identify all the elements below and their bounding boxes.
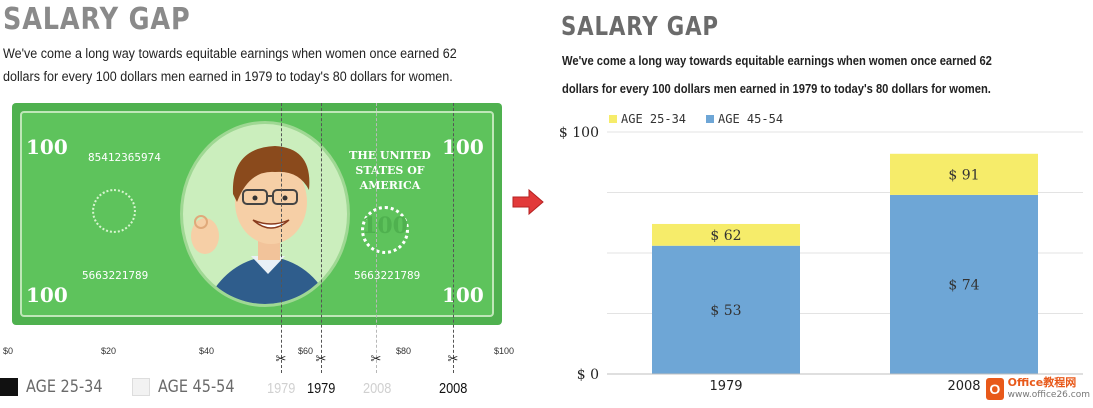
- left-axis-tick: $80: [396, 346, 412, 356]
- bar-segment-age-25-34: [890, 153, 1038, 195]
- bill-corner-number-top-left: 100: [26, 135, 68, 159]
- scissors-icon: ✂: [315, 351, 327, 366]
- watermark-url: www.office26.com: [1007, 390, 1090, 400]
- right-subtitle-line2: dollars for every 100 dollars men earned…: [562, 81, 991, 96]
- legend-label-age-25-34: AGE 25-34: [26, 377, 103, 397]
- left-subtitle: We've come a long way towards equitable …: [3, 46, 457, 84]
- bar-data-label: $ 53: [710, 303, 741, 319]
- scissor-marker-1979-first: ✂: [259, 352, 303, 366]
- legend-label-age-25-34: AGE 25-34: [621, 112, 687, 126]
- bill-serial-top: 85412365974: [88, 151, 161, 164]
- year-label-2008: 2008: [439, 380, 468, 397]
- y-tick-label: $ 100: [559, 125, 599, 141]
- right-subtitle: We've come a long way towards equitable …: [562, 47, 1009, 103]
- bill-corner-number-bottom-left: 100: [26, 283, 68, 307]
- cut-line-1979: [321, 103, 322, 373]
- bill-seal-right: [361, 206, 409, 254]
- cut-line-1979-first: [281, 103, 282, 373]
- chart-right-panel: SALARY GAP We've come a long way towards…: [547, 0, 1093, 408]
- red-arrow-icon: [512, 188, 544, 216]
- cut-line-2008-first: [376, 103, 377, 373]
- right-title: SALARY GAP: [561, 12, 719, 42]
- bill-serial-bottom-left: 5663221789: [82, 269, 149, 282]
- bar-data-label: $ 74: [948, 277, 979, 293]
- site-watermark: O Office教程网 www.office26.com: [986, 373, 1090, 405]
- bar-segment-age-45-54: [652, 245, 800, 374]
- bar-data-label: $ 91: [948, 167, 979, 183]
- cut-line-2008: [453, 103, 454, 373]
- scissor-marker-2008: ✂: [431, 352, 475, 366]
- watermark-text: Office教程网 www.office26.com: [1008, 377, 1090, 401]
- bill-seal-number: 100: [362, 213, 408, 239]
- year-label-1979-faded: 1979: [267, 380, 296, 397]
- left-dollar-axis: $0 $20 $40 $60 $80 $100: [0, 346, 515, 360]
- infographic-left-panel: SALARY GAP We've come a long way towards…: [0, 0, 515, 408]
- x-tick-label: 1979: [709, 379, 742, 394]
- left-axis-tick: $0: [3, 346, 14, 356]
- bill-portrait-cartoon-man: [180, 121, 350, 307]
- left-title: SALARY GAP: [3, 2, 191, 37]
- year-label-2008-faded: 2008: [363, 380, 392, 397]
- right-subtitle-line1: We've come a long way towards equitable …: [562, 53, 992, 68]
- left-axis-tick: $100: [494, 346, 515, 356]
- x-tick-label: 2008: [947, 379, 980, 394]
- bill-seal-left: [92, 189, 136, 233]
- watermark-name: Office教程网: [1007, 376, 1077, 389]
- year-label-1979: 1979: [307, 380, 336, 397]
- y-tick-label: $ 0: [577, 367, 599, 383]
- bar-data-label: $ 62: [710, 228, 741, 244]
- chart-legend: AGE 25-34 AGE 45-54: [609, 111, 803, 127]
- left-legend: AGE 25-34 AGE 45-54: [0, 375, 264, 399]
- bar-segment-age-45-54: [890, 194, 1038, 374]
- bill-corner-number-bottom-right: 100: [442, 283, 484, 307]
- left-axis-tick: $20: [101, 346, 117, 356]
- left-axis-tick: $40: [199, 346, 215, 356]
- legend-swatch-age-25-34: [0, 378, 18, 396]
- left-axis-tick: $60: [298, 346, 314, 356]
- dollar-bill-illustration: 100 100 100 100 85412365974 5663221789 5…: [12, 103, 502, 325]
- legend-swatch-age-45-54: [132, 378, 151, 396]
- legend-swatch-age-25-34: [609, 115, 617, 123]
- legend-swatch-age-45-54: [706, 115, 715, 123]
- office-logo-icon: O: [986, 378, 1004, 400]
- legend-label-age-45-54: AGE 45-54: [718, 112, 784, 126]
- scissor-marker-2008-first: ✂: [354, 352, 398, 366]
- bill-serial-bottom-right: 5663221789: [354, 269, 421, 282]
- bill-corner-number-top-right: 100: [442, 135, 484, 159]
- bill-united-states-text: THE UNITED STATES OF AMERICA: [349, 149, 431, 192]
- scissor-marker-1979: ✂: [299, 352, 343, 366]
- cartoon-man-illustration: [191, 146, 331, 304]
- scissors-icon: ✂: [370, 351, 382, 366]
- scissors-icon: ✂: [447, 351, 459, 366]
- bar-segment-age-25-34: [652, 223, 800, 246]
- stacked-bar-chart: $ 0 $ 100 $ 53 $ 62 1979 $ 74 $ 91 2008: [559, 125, 1083, 394]
- legend-label-age-45-54: AGE 45-54: [158, 377, 235, 397]
- scissors-icon: ✂: [275, 351, 287, 366]
